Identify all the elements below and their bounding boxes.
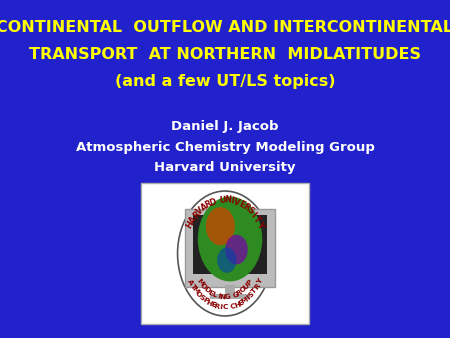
Text: Y: Y	[254, 220, 265, 230]
Text: R: R	[236, 289, 243, 297]
Text: S: S	[248, 290, 256, 298]
FancyBboxPatch shape	[185, 209, 275, 287]
Text: TRANSPORT  AT NORTHERN  MIDLATITUDES: TRANSPORT AT NORTHERN MIDLATITUDES	[29, 47, 421, 62]
Circle shape	[206, 207, 235, 245]
Text: I: I	[230, 196, 234, 205]
Text: R: R	[241, 202, 251, 213]
Text: P: P	[246, 279, 254, 287]
Text: V: V	[233, 197, 241, 208]
Text: M: M	[240, 296, 249, 305]
Text: (and a few UT/LS topics): (and a few UT/LS topics)	[115, 74, 335, 89]
Text: C: C	[222, 304, 228, 310]
Text: E: E	[237, 199, 246, 210]
Text: R: R	[204, 199, 213, 210]
FancyBboxPatch shape	[211, 294, 250, 299]
Text: U: U	[243, 283, 251, 291]
Text: R: R	[191, 210, 202, 220]
Circle shape	[217, 247, 236, 273]
Text: U: U	[219, 195, 226, 204]
Text: H: H	[234, 301, 241, 309]
Text: I: I	[219, 304, 222, 310]
Text: E: E	[210, 301, 216, 308]
Text: I: I	[249, 211, 258, 219]
Text: M: M	[191, 286, 200, 295]
Text: T: T	[251, 287, 258, 294]
Text: D: D	[202, 286, 211, 294]
Text: I: I	[246, 294, 251, 301]
Text: G: G	[232, 291, 239, 299]
FancyBboxPatch shape	[194, 215, 266, 274]
Text: O: O	[194, 290, 203, 298]
Text: V: V	[195, 206, 205, 216]
Text: N: N	[224, 195, 231, 204]
Text: M: M	[196, 278, 205, 287]
Text: Atmospheric Chemistry Modeling Group: Atmospheric Chemistry Modeling Group	[76, 141, 374, 153]
Text: T: T	[189, 283, 197, 290]
Text: E: E	[207, 289, 214, 297]
Text: E: E	[238, 299, 244, 307]
Text: I: I	[217, 293, 220, 299]
Text: D: D	[208, 197, 217, 208]
Text: N: N	[220, 294, 226, 300]
Text: T: T	[252, 215, 262, 225]
Text: A: A	[199, 202, 209, 213]
Text: R: R	[253, 283, 261, 290]
Text: R: R	[213, 303, 220, 310]
Text: H: H	[185, 220, 196, 230]
Text: G: G	[224, 294, 230, 300]
FancyBboxPatch shape	[141, 183, 309, 324]
Text: C: C	[230, 303, 236, 310]
Text: Y: Y	[256, 278, 264, 286]
Text: Daniel J. Jacob: Daniel J. Jacob	[171, 120, 279, 133]
Text: S: S	[245, 206, 255, 216]
Text: O: O	[239, 286, 248, 294]
Circle shape	[198, 196, 262, 282]
Text: A: A	[186, 278, 194, 286]
Circle shape	[225, 235, 248, 264]
Text: Harvard University: Harvard University	[154, 161, 296, 174]
Text: CONTINENTAL  OUTFLOW AND INTERCONTINENTAL: CONTINENTAL OUTFLOW AND INTERCONTINENTAL	[0, 20, 450, 34]
Text: P: P	[202, 296, 209, 305]
Text: O: O	[199, 283, 207, 291]
FancyBboxPatch shape	[225, 285, 235, 294]
Text: S: S	[198, 294, 206, 301]
Text: H: H	[205, 299, 213, 307]
Text: A: A	[188, 215, 199, 225]
Text: L: L	[212, 291, 217, 298]
